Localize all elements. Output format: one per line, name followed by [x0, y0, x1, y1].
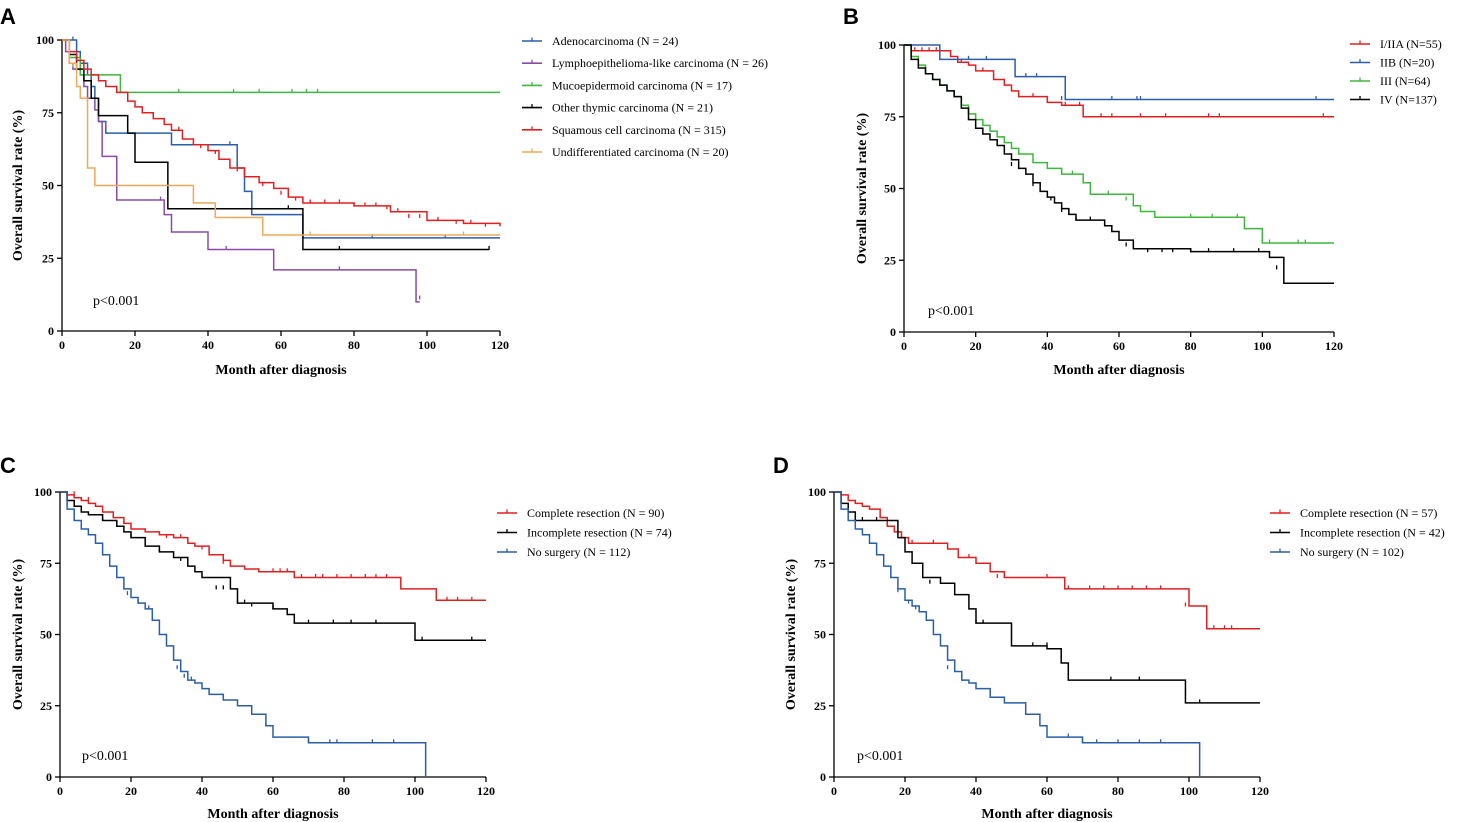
- x-axis-title: Month after diagnosis: [207, 807, 339, 822]
- x-axis-title: Month after diagnosis: [215, 363, 347, 378]
- x-tick-label: 60: [1113, 339, 1125, 353]
- km-curve-series-4: [62, 39, 490, 251]
- y-tick-label: 25: [884, 253, 896, 267]
- y-axis-title: Overall survival rate (%): [11, 110, 26, 262]
- km-curve-series-2: [834, 491, 1260, 704]
- legend-label: Undifferentiated carcinoma (N = 20): [552, 145, 728, 159]
- km-curve-series-2: [62, 39, 420, 303]
- legend-label: Adenocarcinoma (N = 24): [552, 34, 678, 48]
- y-axis-title: Overall survival rate (%): [855, 113, 870, 265]
- km-curve-series-3: [62, 39, 500, 94]
- x-tick-label: 100: [1180, 784, 1198, 798]
- y-tick-label: 75: [42, 106, 54, 120]
- x-tick-label: 80: [1185, 339, 1197, 353]
- x-tick-label: 80: [348, 338, 360, 352]
- y-tick-label: 25: [814, 699, 826, 713]
- legend-label: Complete resection (N = 90): [527, 506, 664, 520]
- panel-letter: D: [773, 453, 789, 478]
- y-axis-title: Overall survival rate (%): [784, 559, 799, 711]
- legend-label: Incomplete resection (N = 74): [527, 526, 672, 540]
- legend-label: Lymphoepithelioma-like carcinoma (N = 26…: [552, 56, 768, 70]
- x-axis-title: Month after diagnosis: [1053, 363, 1185, 378]
- x-tick-label: 0: [901, 339, 907, 353]
- legend-label: No surgery (N = 112): [527, 545, 630, 559]
- y-tick-label: 50: [40, 628, 52, 642]
- x-tick-label: 100: [1253, 339, 1271, 353]
- x-tick-label: 80: [338, 784, 350, 798]
- x-axis-title: Month after diagnosis: [981, 807, 1113, 822]
- x-tick-label: 120: [1325, 339, 1343, 353]
- p-value-annotation: p<0.001: [857, 749, 903, 764]
- legend-label: No surgery (N = 102): [1300, 545, 1404, 559]
- km-curve-series-2: [60, 491, 486, 641]
- legend-label: I/IIA (N=55): [1380, 37, 1442, 51]
- legend-label: Incomplete resection (N = 42): [1300, 526, 1445, 540]
- km-curve-series-3: [834, 491, 1201, 777]
- km-curve-series-1: [60, 491, 486, 602]
- y-tick-label: 100: [36, 33, 54, 47]
- x-tick-label: 20: [129, 338, 141, 352]
- y-tick-label: 100: [808, 485, 826, 499]
- x-tick-label: 0: [831, 784, 837, 798]
- km-curve-series-6: [62, 39, 500, 236]
- y-tick-label: 0: [48, 324, 54, 338]
- km-curve-series-4: [904, 44, 1334, 284]
- legend-label: III (N=64): [1380, 74, 1430, 88]
- legend-label: IV (N=137): [1380, 93, 1437, 107]
- y-tick-label: 75: [40, 556, 52, 570]
- x-tick-label: 100: [406, 784, 424, 798]
- x-tick-label: 0: [59, 338, 65, 352]
- x-tick-label: 0: [57, 784, 63, 798]
- legend-label: Other thymic carcinoma (N = 21): [552, 101, 713, 115]
- y-tick-label: 50: [884, 182, 896, 196]
- km-curve-series-1: [834, 491, 1260, 630]
- km-curve-series-2: [904, 44, 1334, 101]
- p-value-annotation: p<0.001: [82, 749, 128, 764]
- y-tick-label: 25: [40, 699, 52, 713]
- x-tick-label: 20: [899, 784, 911, 798]
- x-tick-label: 40: [196, 784, 208, 798]
- panel-letter: A: [0, 4, 16, 29]
- x-tick-label: 20: [125, 784, 137, 798]
- x-tick-label: 120: [477, 784, 495, 798]
- y-tick-label: 75: [884, 110, 896, 124]
- y-tick-label: 0: [46, 770, 52, 784]
- legend-label: Mucoepidermoid carcinoma (N = 17): [552, 78, 732, 92]
- y-tick-label: 75: [814, 556, 826, 570]
- legend-label: Complete resection (N = 57): [1300, 506, 1437, 520]
- km-curve-series-3: [904, 44, 1334, 244]
- panel-b: B 0 20 40 60 80 100 120 0 25 50 75 100 Month after di…: [843, 4, 1442, 378]
- panel-c: C 0 20 40 60 80 100 120 0 25 50 75 100 Month after di…: [0, 453, 672, 822]
- x-tick-label: 40: [970, 784, 982, 798]
- y-tick-label: 0: [820, 770, 826, 784]
- x-tick-label: 120: [491, 338, 509, 352]
- panel-d: D 0 20 40 60 80 100 120 0 25 50 75 100 Month after di…: [773, 453, 1445, 822]
- legend-label: Squamous cell carcinoma (N = 315): [552, 123, 726, 137]
- legend-label: IIB (N=20): [1380, 56, 1434, 70]
- x-tick-label: 60: [275, 338, 287, 352]
- p-value-annotation: p<0.001: [93, 294, 139, 309]
- x-tick-label: 40: [1041, 339, 1053, 353]
- km-curve-series-3: [60, 491, 427, 777]
- x-tick-label: 100: [418, 338, 436, 352]
- y-tick-label: 100: [34, 485, 52, 499]
- x-tick-label: 80: [1112, 784, 1124, 798]
- x-tick-label: 120: [1251, 784, 1269, 798]
- x-tick-label: 60: [267, 784, 279, 798]
- p-value-annotation: p<0.001: [928, 304, 974, 319]
- x-tick-label: 20: [970, 339, 982, 353]
- y-tick-label: 0: [890, 325, 896, 339]
- y-tick-label: 100: [878, 38, 896, 52]
- y-axis-title: Overall survival rate (%): [11, 559, 26, 711]
- panel-letter: B: [843, 4, 859, 29]
- km-curve-series-1: [904, 44, 1334, 118]
- panel-letter: C: [0, 453, 16, 478]
- panel-a: A 0 20 40 60 80 100 120 0 25 50 75 100 Month after di…: [0, 4, 768, 378]
- x-tick-label: 60: [1041, 784, 1053, 798]
- y-tick-label: 25: [42, 251, 54, 265]
- y-tick-label: 50: [42, 179, 54, 193]
- y-tick-label: 50: [814, 628, 826, 642]
- x-tick-label: 40: [202, 338, 214, 352]
